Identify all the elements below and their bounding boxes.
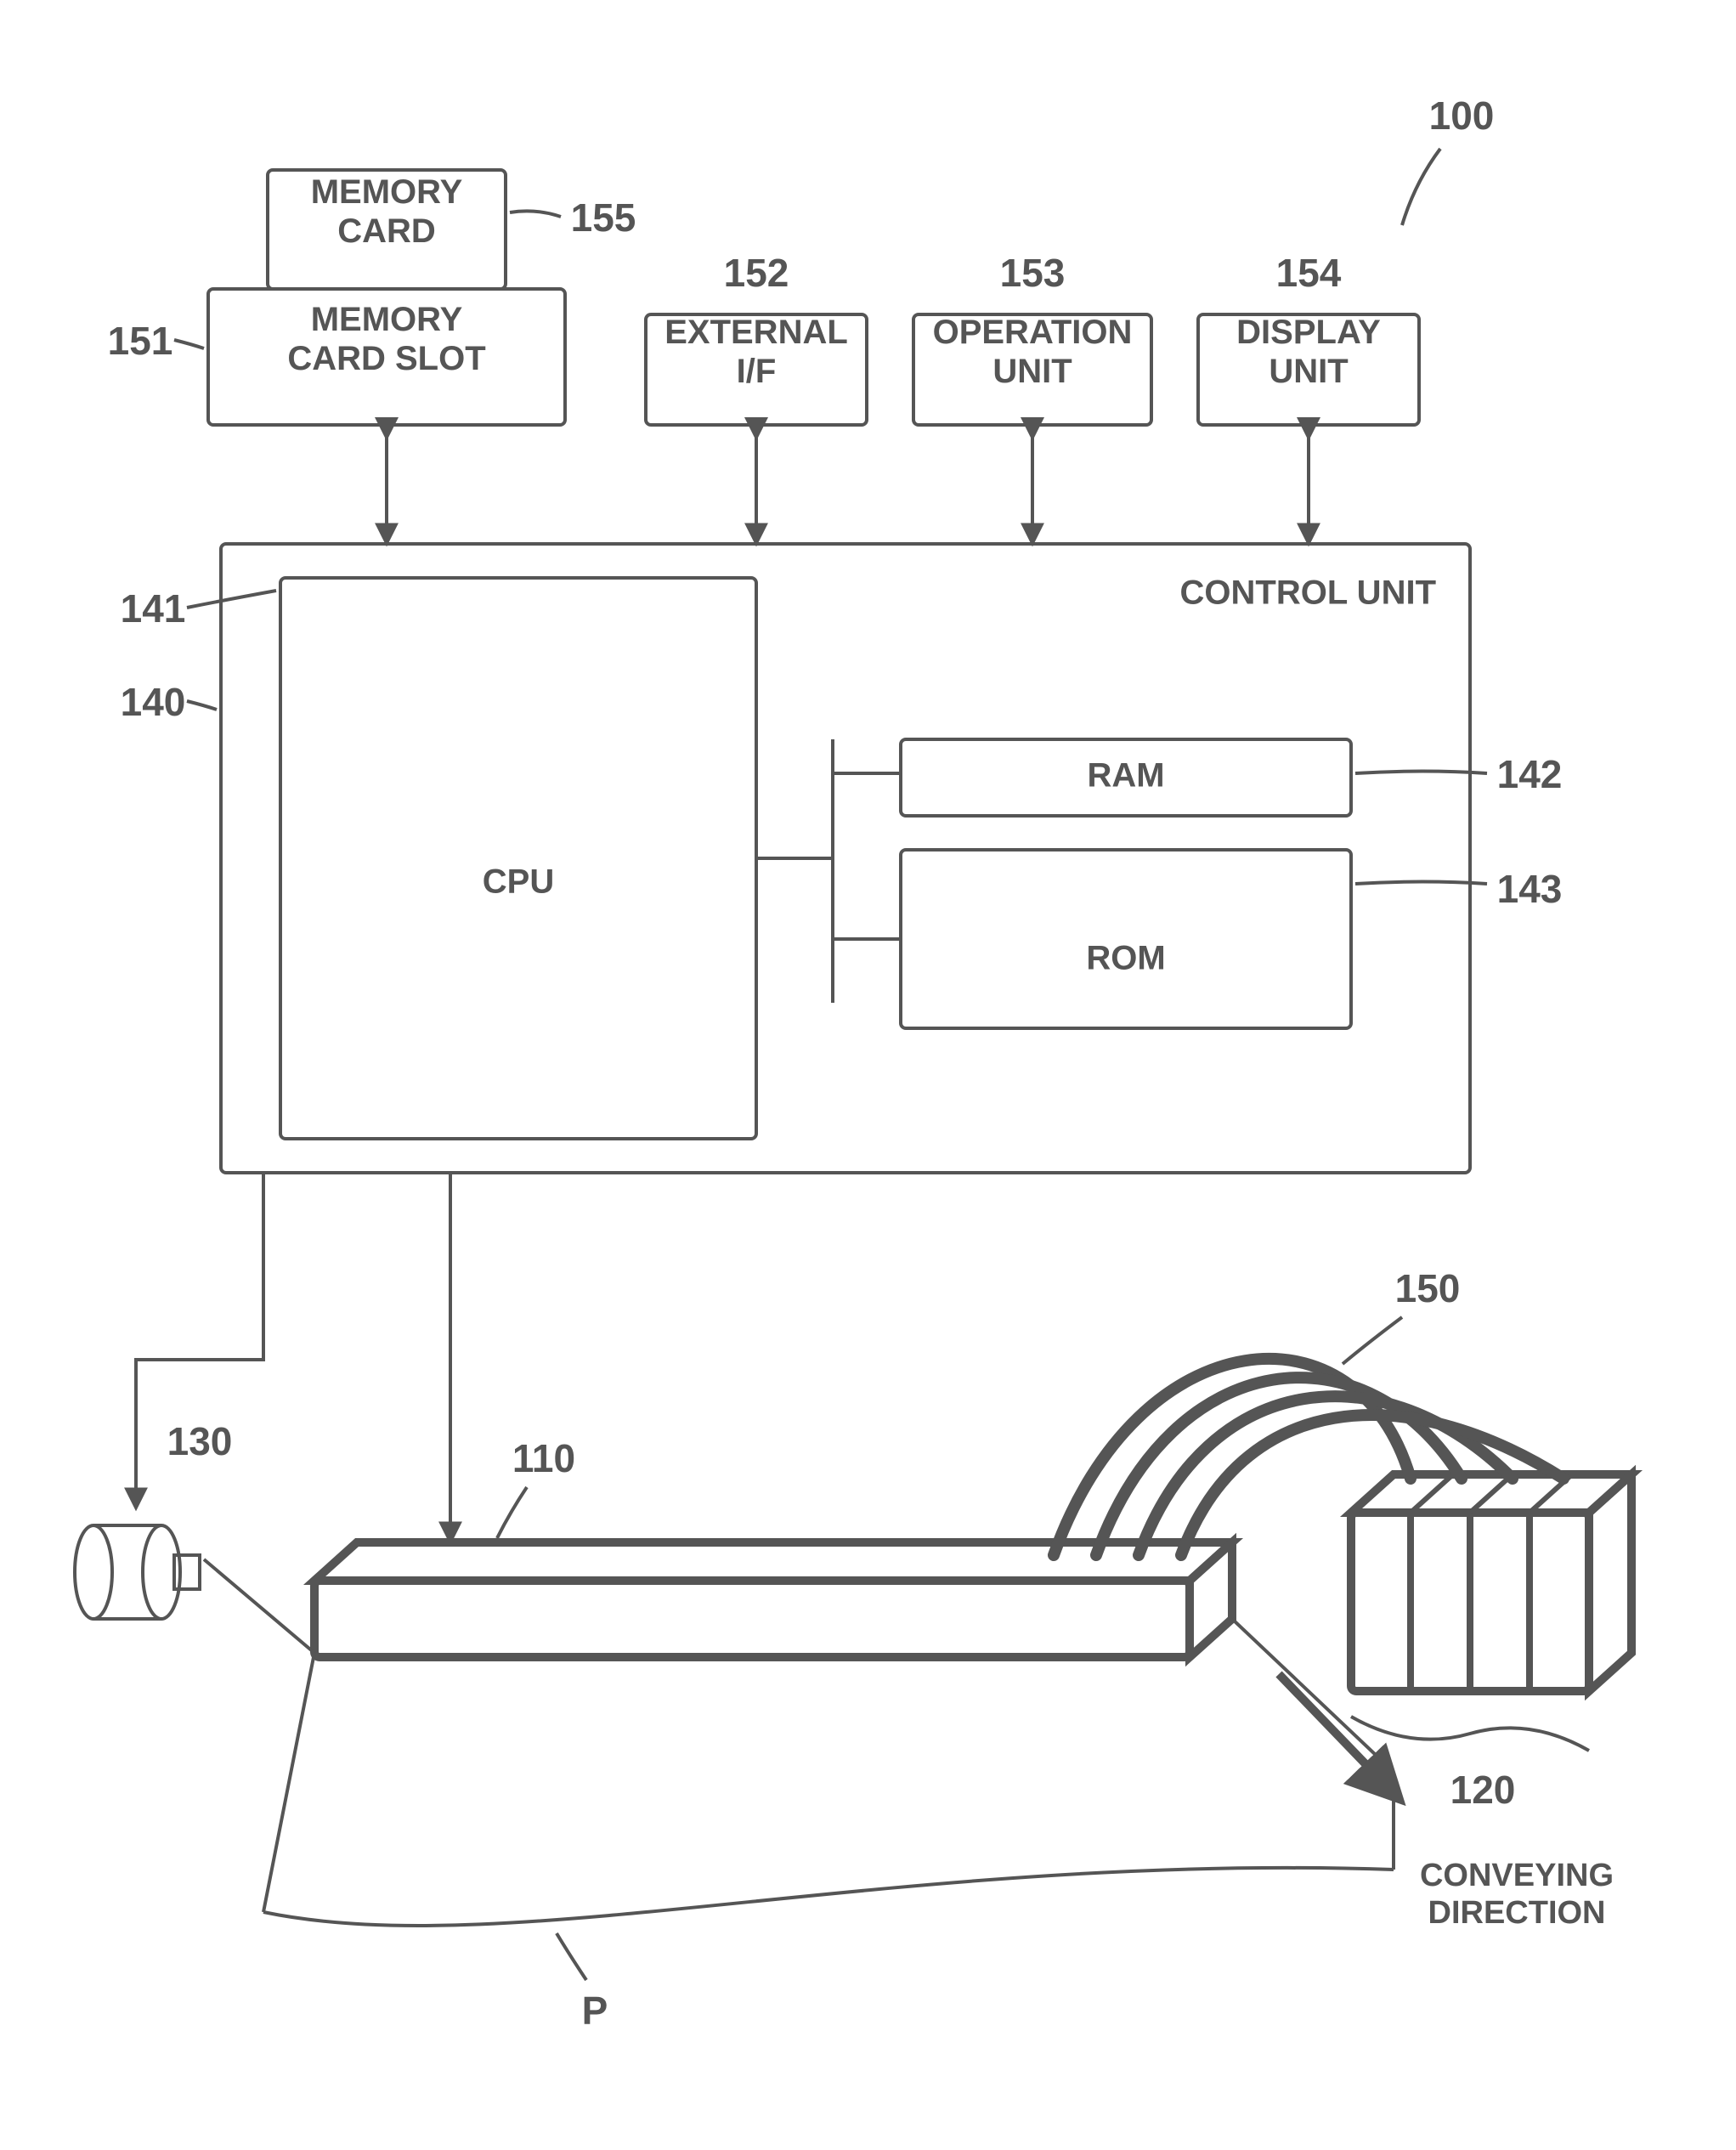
display-unit-ref: 154 (1276, 251, 1342, 295)
rom-ref: 143 (1497, 867, 1563, 911)
conveying-label-text: CONVEYINGDIRECTION (1420, 1858, 1614, 1931)
control-unit-ref: 140 (121, 680, 186, 724)
paper-leader (557, 1933, 586, 1980)
head-leader (497, 1487, 527, 1538)
tubes-leader (1343, 1317, 1402, 1364)
cartridges (1351, 1474, 1631, 1691)
cpu-ref: 141 (121, 586, 186, 631)
rom-label: ROM (1086, 940, 1165, 977)
control-unit-label: CONTROL UNIT (1180, 574, 1436, 612)
ram-label: RAM (1087, 757, 1164, 795)
head-ref: 110 (512, 1436, 575, 1480)
memory-card-leader (510, 211, 561, 217)
memory-card-slot-leader (174, 340, 204, 348)
memory-card-ref: 155 (571, 195, 636, 240)
cpu-box (280, 578, 756, 1139)
diagram-root: 100 MEMORYCARD 155 MEMORYCARD SLOT 151 E… (0, 0, 1736, 2150)
paper-label: P (582, 1989, 608, 2033)
operation-unit-ref: 153 (1000, 251, 1066, 295)
roller (75, 1525, 200, 1619)
memory-card-slot-ref: 151 (108, 319, 173, 363)
cartridges-brace (1351, 1717, 1589, 1751)
cartridges-ref: 120 (1450, 1768, 1516, 1812)
tubes-ref: 150 (1395, 1266, 1461, 1310)
ram-ref: 142 (1497, 752, 1563, 796)
roller-ref: 130 (167, 1419, 233, 1463)
figure-ref-100-leader (1402, 149, 1440, 225)
control-unit-leader (187, 701, 217, 710)
external-if-ref: 152 (724, 251, 789, 295)
figure-ref-100: 100 (1429, 93, 1495, 138)
conveying-label: CONVEYINGDIRECTION (1420, 1858, 1614, 1931)
cpu-label: CPU (483, 863, 554, 901)
